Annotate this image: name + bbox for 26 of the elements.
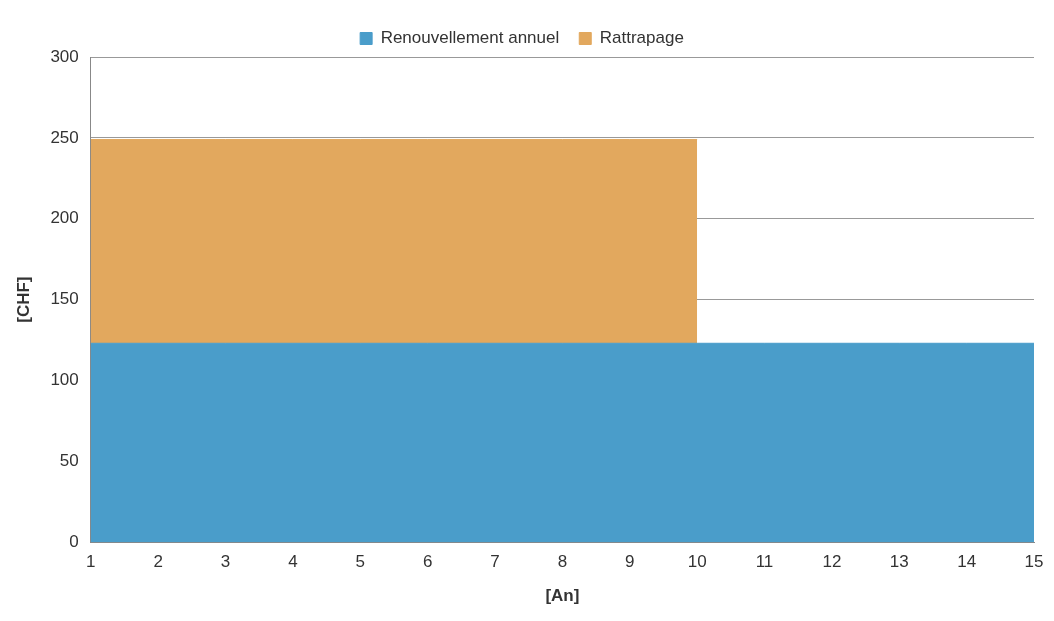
legend-label: Renouvellement annuel	[380, 28, 560, 48]
y-tick-label: 150	[50, 289, 79, 309]
x-axis-title: [An]	[545, 586, 580, 606]
y-tick-label: 300	[50, 46, 79, 66]
y-tick-label: 200	[50, 208, 79, 228]
x-tick-label: 2	[153, 552, 163, 572]
y-tick-label: 0	[69, 531, 79, 551]
x-tick-label: 5	[355, 552, 365, 572]
x-tick-label: 14	[957, 552, 977, 572]
y-tick-label: 250	[50, 127, 79, 147]
x-tick-label: 9	[625, 552, 635, 572]
x-tick-label: 3	[220, 552, 231, 572]
x-tick-label: 11	[755, 552, 774, 572]
x-tick-label: 15	[1024, 552, 1044, 572]
x-tick-label: 8	[557, 552, 568, 572]
y-tick-label: 50	[59, 451, 79, 471]
x-tick-label: 13	[889, 552, 909, 572]
x-tick-label: 1	[86, 552, 96, 572]
x-tick-label: 10	[687, 552, 707, 572]
y-tick-label: 100	[50, 370, 79, 390]
y-axis-title: [CHF]	[13, 276, 33, 323]
x-tick-label: 6	[422, 552, 433, 572]
x-tick-label: 4	[288, 552, 298, 572]
x-tick-label: 7	[490, 552, 500, 572]
legend-label: Rattrapage	[599, 28, 684, 48]
x-tick-label: 12	[822, 552, 842, 572]
